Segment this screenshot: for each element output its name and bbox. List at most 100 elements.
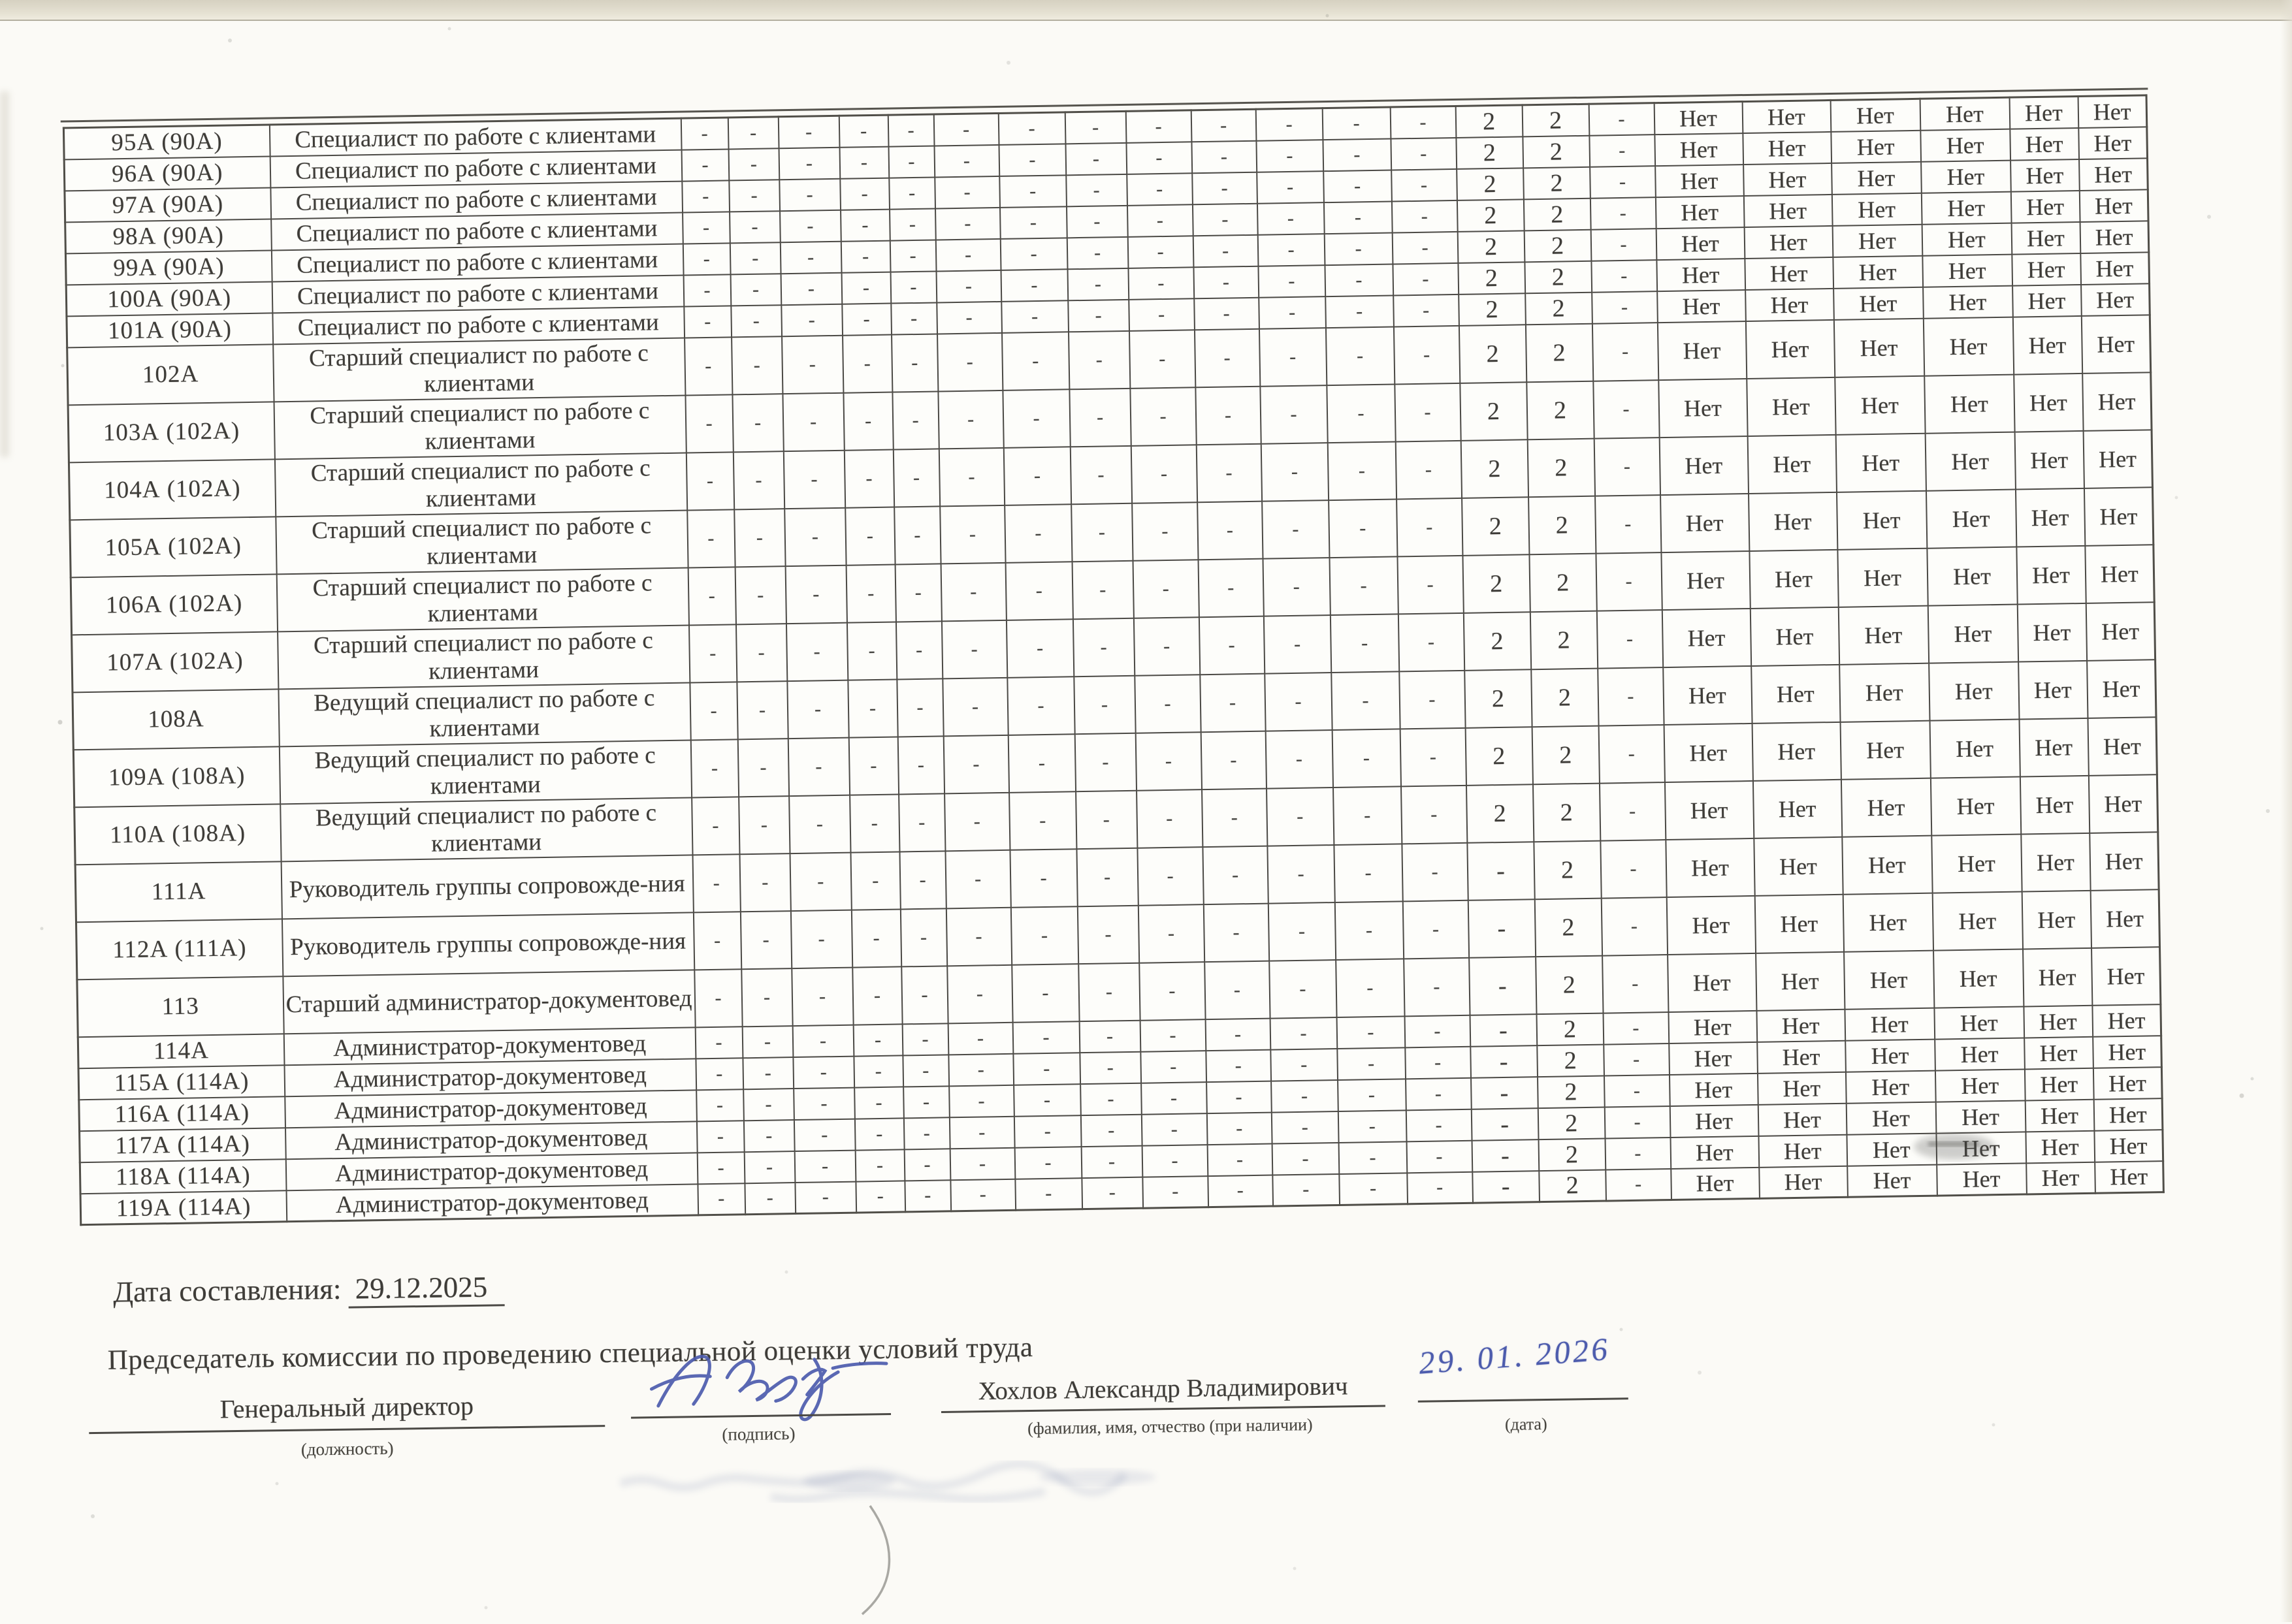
factor-dash-cell: - bbox=[744, 1151, 795, 1183]
benefit-no-cell: Нет bbox=[1655, 195, 1745, 229]
benefit-no-cell: Нет bbox=[2091, 1004, 2161, 1037]
factor-dash-cell: - bbox=[841, 240, 891, 273]
factor-dash-cell: - bbox=[1261, 442, 1329, 502]
factor-dash-cell: - bbox=[734, 508, 786, 567]
reduced-class-cell: - bbox=[1589, 165, 1656, 199]
final-class-cell: 2 bbox=[1462, 554, 1530, 613]
factor-dash-cell: - bbox=[893, 448, 940, 507]
final-class-cell: 2 bbox=[1461, 496, 1529, 556]
factor-dash-cell: - bbox=[779, 178, 841, 211]
factor-dash-cell: - bbox=[1334, 900, 1404, 960]
final-class-siz-cell: 2 bbox=[1538, 1138, 1606, 1171]
factor-dash-cell: - bbox=[737, 738, 789, 797]
factor-dash-cell: - bbox=[695, 1026, 743, 1059]
factor-dash-cell: - bbox=[1073, 675, 1136, 734]
factor-dash-cell: - bbox=[942, 677, 1009, 736]
factor-dash-cell: - bbox=[1129, 387, 1197, 446]
benefit-no-cell: Нет bbox=[1928, 604, 2018, 663]
factor-dash-cell: - bbox=[846, 564, 896, 623]
factor-dash-cell: - bbox=[842, 334, 892, 393]
benefit-no-cell: Нет bbox=[2024, 1068, 2094, 1100]
final-class-siz-cell: 2 bbox=[1524, 261, 1592, 293]
factor-dash-cell: - bbox=[1263, 614, 1331, 674]
factor-dash-cell: - bbox=[1206, 1112, 1272, 1145]
benefit-no-cell: Нет bbox=[1668, 1010, 1757, 1043]
benefit-no-cell: Нет bbox=[1742, 131, 1832, 165]
factor-dash-cell: - bbox=[740, 910, 792, 969]
benefit-no-cell: Нет bbox=[1654, 133, 1743, 166]
factor-dash-cell: - bbox=[685, 394, 734, 453]
signature-line bbox=[630, 1369, 892, 1419]
factor-dash-cell: - bbox=[894, 505, 941, 565]
factor-dash-cell: - bbox=[1191, 140, 1257, 173]
benefit-no-cell: Нет bbox=[2094, 1160, 2164, 1194]
factor-dash-cell: - bbox=[1140, 1050, 1206, 1083]
factor-dash-cell: - bbox=[1013, 1083, 1081, 1117]
factor-dash-cell: - bbox=[1256, 170, 1324, 204]
benefit-no-cell: Нет bbox=[1846, 1133, 1937, 1166]
scan-top-edge bbox=[0, 0, 2292, 21]
reduced-class-cell: - bbox=[1604, 1074, 1670, 1107]
benefit-no-cell: Нет bbox=[2024, 1036, 2093, 1069]
job-title-cell: Старший специалист по работе с клиентами bbox=[272, 338, 685, 402]
factor-dash-cell: - bbox=[781, 335, 843, 394]
factor-dash-cell: - bbox=[1393, 325, 1460, 384]
factor-dash-cell: - bbox=[1131, 502, 1198, 561]
factor-dash-cell: - bbox=[1129, 329, 1195, 389]
benefit-no-cell: Нет bbox=[2025, 1130, 2095, 1163]
factor-dash-cell: - bbox=[1014, 1177, 1082, 1211]
factor-dash-cell: - bbox=[691, 796, 739, 855]
benefit-no-cell: Нет bbox=[2011, 221, 2080, 255]
final-class-cell: 2 bbox=[1461, 439, 1528, 498]
signature-caption: (подпись) bbox=[722, 1424, 796, 1444]
factor-dash-cell: - bbox=[852, 966, 903, 1025]
reduced-class-cell: - bbox=[1594, 494, 1661, 554]
benefit-no-cell: Нет bbox=[2089, 831, 2159, 891]
factor-dash-cell: - bbox=[1201, 788, 1267, 847]
factor-dash-cell: - bbox=[941, 620, 1007, 678]
factor-dash-cell: - bbox=[902, 1023, 948, 1055]
factor-dash-cell: - bbox=[1066, 205, 1128, 238]
factor-dash-cell: - bbox=[1067, 236, 1128, 269]
final-class-siz-cell: 2 bbox=[1527, 438, 1595, 497]
benefit-no-cell: Нет bbox=[2022, 947, 2092, 1006]
benefit-no-cell: Нет bbox=[2088, 774, 2158, 833]
factor-dash-cell: - bbox=[939, 447, 1005, 506]
factor-dash-cell: - bbox=[888, 114, 934, 147]
factor-dash-cell: - bbox=[936, 301, 1002, 334]
factor-dash-cell: - bbox=[735, 565, 786, 624]
benefit-no-cell: Нет bbox=[1756, 1009, 1845, 1042]
factor-dash-cell: - bbox=[1127, 235, 1193, 268]
factor-dash-cell: - bbox=[1406, 1109, 1472, 1141]
factor-dash-cell: - bbox=[1270, 1017, 1337, 1050]
factor-dash-cell: - bbox=[1404, 1015, 1470, 1047]
benefit-no-cell: Нет bbox=[1841, 778, 1931, 837]
factor-dash-cell: - bbox=[1191, 109, 1256, 142]
factor-dash-cell: - bbox=[683, 274, 731, 307]
factor-dash-cell: - bbox=[1328, 498, 1397, 558]
factor-dash-cell: - bbox=[1075, 790, 1137, 849]
factor-dash-cell: - bbox=[1333, 843, 1403, 902]
factor-dash-cell: - bbox=[889, 208, 936, 241]
benefit-no-cell: Нет bbox=[1662, 665, 1752, 725]
benefit-no-cell: Нет bbox=[2090, 889, 2160, 948]
benefit-no-cell: Нет bbox=[1843, 950, 1934, 1010]
compilation-date-label: Дата составления: bbox=[112, 1272, 342, 1309]
factor-dash-cell: - bbox=[728, 179, 780, 212]
benefit-no-cell: Нет bbox=[1835, 433, 1926, 492]
factor-dash-cell: - bbox=[1405, 1077, 1472, 1110]
benefit-no-cell: Нет bbox=[1920, 97, 2010, 131]
factor-dash-cell: - bbox=[742, 1025, 793, 1058]
factor-dash-cell: - bbox=[896, 678, 944, 737]
factor-dash-cell: - bbox=[794, 1119, 856, 1151]
factor-dash-cell: - bbox=[693, 911, 741, 970]
factor-dash-cell: - bbox=[1325, 326, 1395, 385]
factor-dash-cell: - bbox=[1125, 110, 1191, 143]
factor-dash-cell: - bbox=[998, 143, 1066, 176]
benefit-no-cell: Нет bbox=[1840, 720, 1931, 780]
factor-dash-cell: - bbox=[783, 450, 845, 509]
final-class-siz-cell: 2 bbox=[1532, 725, 1600, 784]
benefit-no-cell: Нет bbox=[1932, 891, 2023, 951]
factor-dash-cell: - bbox=[786, 622, 848, 681]
factor-dash-cell: - bbox=[780, 241, 842, 274]
